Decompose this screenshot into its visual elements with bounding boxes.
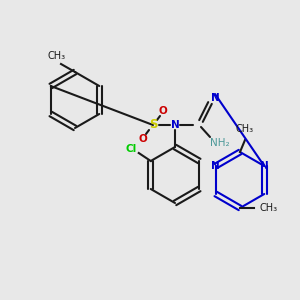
Text: N: N (171, 120, 179, 130)
Text: N: N (211, 93, 219, 103)
Text: CH₃: CH₃ (260, 203, 278, 213)
Text: CH₃: CH₃ (236, 124, 254, 134)
Text: O: O (159, 106, 167, 116)
Text: NH₂: NH₂ (210, 138, 230, 148)
Text: S: S (149, 118, 157, 131)
Text: Cl: Cl (125, 144, 136, 154)
Text: N: N (212, 161, 220, 171)
Text: O: O (139, 134, 147, 144)
Text: CH₃: CH₃ (48, 51, 66, 61)
Text: N: N (260, 161, 268, 171)
